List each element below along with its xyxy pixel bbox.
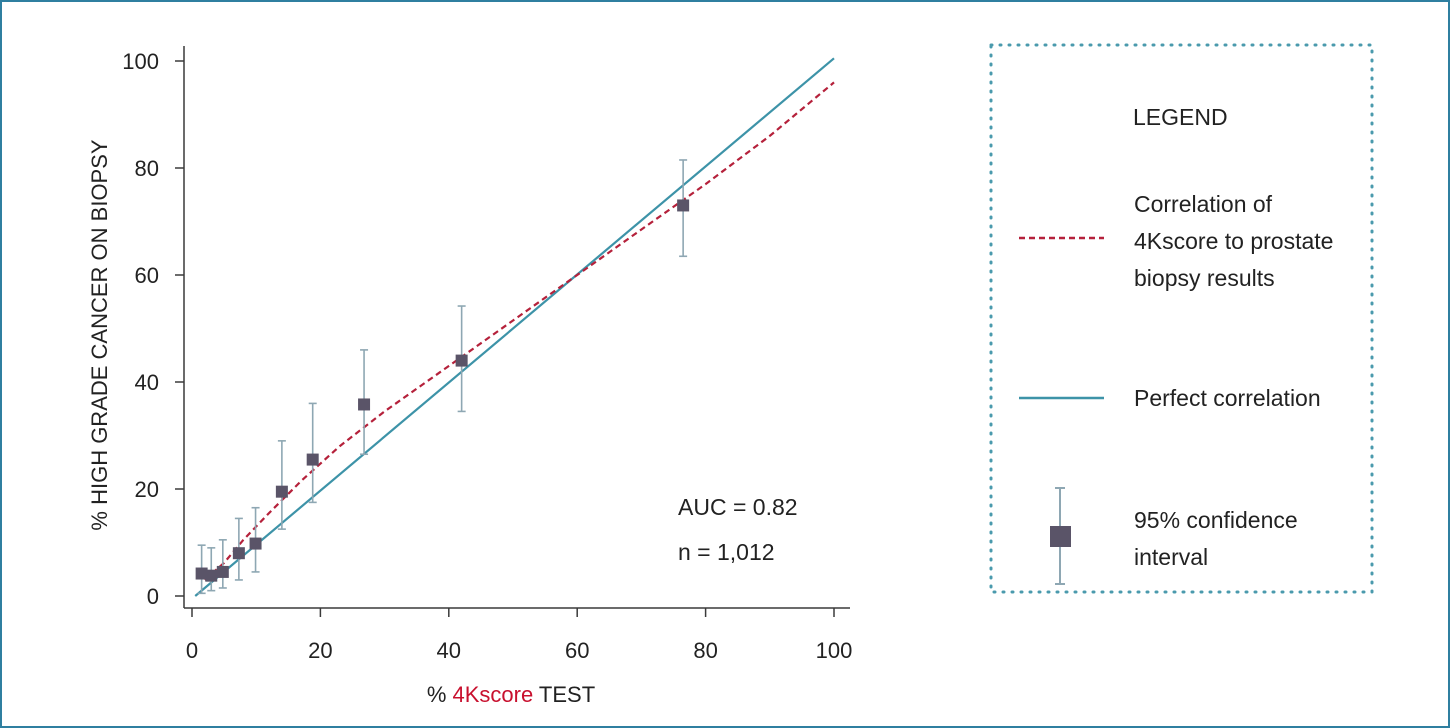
x-axis-title-highlight: 4Kscore: [453, 682, 534, 707]
x-tick-label: 60: [565, 638, 589, 663]
data-point: [195, 567, 208, 580]
x-tick-label: 100: [816, 638, 853, 663]
auc-annotation: AUC = 0.82: [678, 494, 798, 520]
y-tick-label: 40: [135, 370, 159, 395]
legend-entry-perfect: Perfect correlation: [1134, 385, 1321, 411]
legend: LEGEND Correlation of 4Kscore to prostat…: [989, 43, 1374, 594]
y-tick-label: 100: [122, 49, 159, 74]
y-tick-label: 20: [135, 477, 159, 502]
data-point: [205, 569, 218, 582]
x-axis-title-suffix: TEST: [533, 682, 595, 707]
legend-entry-ci: 95% confidence interval: [1134, 507, 1304, 570]
n-annotation: n = 1,012: [678, 539, 775, 565]
data-point: [216, 565, 229, 578]
x-tick-label: 20: [308, 638, 332, 663]
data-point: [249, 537, 262, 550]
y-axis-title: % HIGH GRADE CANCER ON BIOPSY: [87, 139, 112, 531]
legend-title: LEGEND: [1133, 104, 1228, 130]
plot-area: 0 20 40 60 80 100 0 20 40 60 80 100: [122, 46, 852, 663]
legend-entry-correlation: Correlation of 4Kscore to prostate biops…: [1134, 191, 1340, 291]
legend-box: [989, 43, 1374, 594]
data-point: [677, 199, 690, 212]
x-axis-title-prefix: %: [427, 682, 453, 707]
x-tick-label: 40: [437, 638, 461, 663]
y-tick-label: 0: [147, 584, 159, 609]
x-tick-label: 80: [693, 638, 717, 663]
y-tick-label: 80: [135, 156, 159, 181]
correlation-curve: [204, 81, 835, 581]
perfect-correlation-line: [194, 57, 835, 597]
x-tick-label: 0: [186, 638, 198, 663]
y-tick-label: 60: [135, 263, 159, 288]
data-point: [358, 398, 371, 411]
data-point: [306, 453, 319, 466]
data-point: [232, 547, 245, 560]
data-point: [275, 485, 288, 498]
data-point: [455, 354, 468, 367]
x-axis-title: % 4Kscore TEST: [427, 682, 595, 707]
legend-ci-swatch: [1050, 487, 1071, 585]
